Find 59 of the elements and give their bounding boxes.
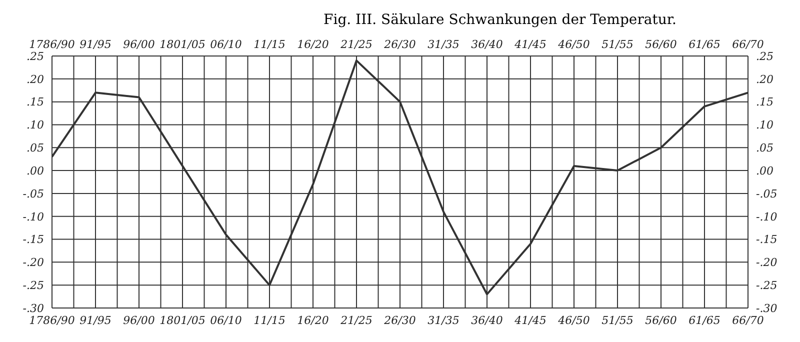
- category-label: 66/70: [732, 314, 764, 327]
- x-tick-label: 51/55: [602, 38, 634, 51]
- x-tick-label: 1801/05: [160, 38, 206, 51]
- y2-tick-label: -.30: [756, 302, 778, 315]
- category-label: 21/25: [340, 314, 372, 327]
- category-label: 16/20: [297, 314, 329, 327]
- category-label: 36/40: [471, 314, 503, 327]
- category-label: 56/60: [645, 314, 677, 327]
- y2-tick-label: .25: [756, 50, 774, 63]
- y2-tick-label: .05: [756, 142, 774, 155]
- x-tick-label: 21/25: [340, 38, 372, 51]
- y-tick-label: .25: [26, 50, 44, 63]
- x-tick-label: 46/50: [557, 38, 590, 51]
- x-tick-label: 66/70: [732, 38, 764, 51]
- y2-tick-label: .00: [756, 164, 774, 178]
- y-tick-label: -.20: [22, 256, 44, 270]
- x-tick-label: 36/40: [471, 38, 503, 51]
- x-tick-label: 41/45: [514, 38, 546, 51]
- y2-tick-label: .20: [756, 72, 774, 86]
- x-tick-label: 61/65: [688, 38, 720, 51]
- category-label: 91/95: [80, 314, 112, 327]
- y-tick-label: .15: [26, 96, 44, 109]
- x-tick-label: 96/00: [123, 38, 155, 51]
- chart-title: Fig. III. Säkulare Schwankungen der Temperatur.: [322, 11, 678, 30]
- category-label: 1801/05: [160, 314, 206, 327]
- x-tick-label: 91/95: [80, 38, 112, 51]
- category-label: 51/55: [602, 314, 634, 327]
- x-tick-label: 11/15: [254, 38, 286, 51]
- y-tick-label: .20: [26, 72, 44, 86]
- category-label: 26/30: [384, 314, 416, 327]
- category-label: 96/00: [123, 314, 155, 327]
- y2-tick-label: -.20: [756, 256, 778, 270]
- y2-tick-label: .15: [756, 96, 774, 109]
- category-label: 61/65: [688, 314, 720, 327]
- y2-tick-label: .10: [756, 118, 774, 132]
- x-tick-label: 06/10: [210, 38, 242, 51]
- x-tick-label: 31/35: [428, 38, 460, 51]
- category-label: 46/50: [558, 314, 590, 327]
- y-tick-label: .10: [26, 118, 44, 132]
- x-tick-label: 26/30: [383, 38, 416, 51]
- y2-tick-label: -.25: [756, 278, 778, 292]
- category-label: 06/10: [210, 314, 242, 327]
- y-tick-label: -.25: [22, 278, 44, 292]
- x-tick-label: 1786/90: [29, 38, 75, 51]
- y-tick-label: -.10: [22, 210, 44, 224]
- x-tick-label: 16/20: [297, 38, 329, 51]
- y2-tick-label: -.05: [756, 187, 778, 200]
- y2-tick-label: -.10: [756, 210, 778, 224]
- y-tick-label: -.05: [22, 187, 44, 200]
- category-label: 1786/90: [29, 314, 75, 327]
- y-tick-label: -.30: [22, 302, 44, 315]
- y-tick-label: .05: [26, 142, 44, 155]
- category-label: 31/35: [428, 314, 460, 327]
- y-tick-label: .00: [26, 164, 44, 178]
- y2-tick-label: -.15: [756, 233, 778, 246]
- x-tick-label: 56/60: [645, 38, 677, 51]
- category-label: 41/45: [514, 314, 546, 327]
- y-tick-label: -.15: [22, 233, 44, 246]
- category-label: 11/15: [254, 314, 286, 327]
